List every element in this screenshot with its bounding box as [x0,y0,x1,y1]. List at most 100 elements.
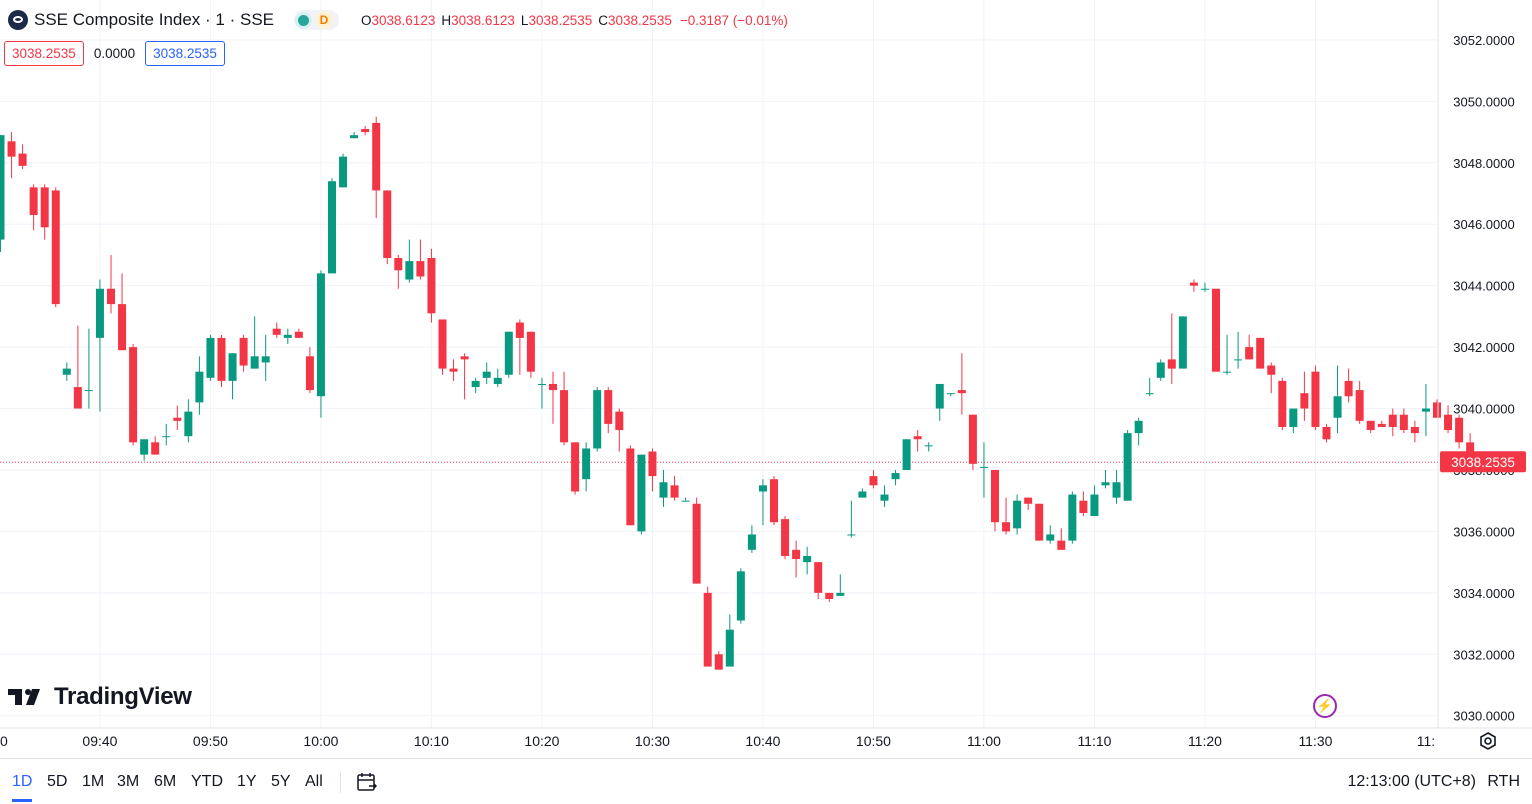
candle [781,516,790,560]
active-range-indicator [12,799,32,802]
range-1d-button[interactable]: 1D [12,773,33,790]
candle [18,144,27,169]
candle [626,445,635,526]
session-button[interactable]: RTH [1487,773,1520,790]
candle [1013,494,1022,535]
sell-price-button[interactable]: 3038.2535 [4,41,84,66]
candle [1278,377,1287,431]
time-tick-label: 11:10 [1077,733,1111,749]
time-tick-label: 10:40 [745,733,780,749]
time-tick-label: 09:40 [82,733,117,749]
chart-settings-gear-icon[interactable] [1478,731,1498,751]
price-axis[interactable]: 3030.0000 3032.0000 3034.0000 3036.0000 3038… [1453,33,1514,724]
candle [29,184,38,231]
delayed-badge: D [315,11,333,29]
candle [825,592,834,603]
candle [891,469,900,486]
candle [504,331,513,378]
range-3m-button[interactable]: 3M [117,773,140,790]
candle [206,334,215,381]
candle [73,325,82,409]
price-tick-label: 3050.0000 [1453,94,1514,109]
range-5d-button[interactable]: 5D [47,773,68,790]
candle [361,125,370,136]
candle [217,334,226,388]
low-label: L [520,12,529,28]
candle [1322,423,1331,443]
candle [659,469,668,507]
candle [1421,383,1430,437]
candle [803,546,812,575]
candle [814,562,823,599]
candle [1444,405,1453,434]
candle [1433,399,1441,418]
candle [184,399,193,443]
range-1m-button[interactable]: 1M [82,773,105,790]
change-value: −0.3187 (−0.01%) [679,12,788,28]
candle [62,362,71,381]
chart-canvas[interactable]: 3030.0000 3032.0000 3034.0000 3036.0000 3038… [0,0,1532,758]
candle [946,393,955,397]
candle [239,334,248,372]
tradingview-logo[interactable]: TradingView [8,683,192,711]
candle [1245,334,1254,360]
range-5y-button[interactable]: 5Y [271,773,291,790]
trade-prices-row: 3038.2535 0.0000 3038.2535 [4,41,225,66]
market-status-pill[interactable]: D [294,10,339,30]
price-tick-label: 3042.0000 [1453,340,1514,355]
candle [770,476,778,526]
price-tick-label: 3034.0000 [1453,586,1514,601]
time-tick-label: 10:20 [524,733,559,749]
candle [305,347,314,394]
candle [648,448,657,492]
timezone-button[interactable]: 12:13:00 (UTC+8) [1347,773,1476,790]
candle [1333,365,1342,434]
candle [7,132,16,179]
bottom-toolbar: 1D 5D 1M 3M 6M YTD 1Y 5Y All 12:13:00 (U… [0,758,1532,804]
high-value: 3038.6123 [451,12,515,28]
candle [758,479,767,526]
candle [1311,365,1320,431]
candle [350,132,359,139]
candle [637,454,646,535]
range-1y-button[interactable]: 1Y [237,773,257,790]
candle [405,239,414,283]
candle [924,442,933,452]
time-tick-label: 11:20 [1188,733,1222,749]
range-ytd-button[interactable]: YTD [191,773,223,790]
symbol-title[interactable]: SSE Composite Index · 1 · SSE [34,10,274,29]
buy-price-button[interactable]: 3038.2535 [145,41,225,66]
time-tick-label: 10:00 [303,733,338,749]
candle [736,568,745,624]
candle [1234,331,1243,369]
candle [1256,337,1265,369]
high-label: H [441,12,452,28]
go-to-date-calendar-icon[interactable] [356,771,378,793]
candle [968,414,977,470]
candle [725,614,734,667]
candle [283,328,292,345]
range-6m-button[interactable]: 6M [154,773,177,790]
candle [1167,313,1176,384]
candle [1178,316,1187,369]
lightning-icon[interactable]: ⚡ [1313,694,1337,718]
candle [549,371,557,424]
candle [979,442,988,498]
candle [593,387,602,452]
candle [604,387,613,434]
candle [493,368,502,388]
price-tick-label: 3052.0000 [1453,33,1514,48]
candle [339,153,348,188]
candle [1223,334,1232,375]
sse-logo-icon [8,10,28,30]
toolbar-divider [340,771,341,793]
candle [670,476,679,501]
time-axis[interactable]: 0 09:40 09:50 10:00 10:10 10:20 10:30 10:40 10:5… [0,733,1435,749]
time-tick-label: 09:50 [193,733,228,749]
candle [40,184,49,240]
candle [681,497,690,502]
candle [1355,380,1364,424]
candle [173,405,182,431]
candle [902,439,911,470]
range-all-button[interactable]: All [305,773,323,790]
